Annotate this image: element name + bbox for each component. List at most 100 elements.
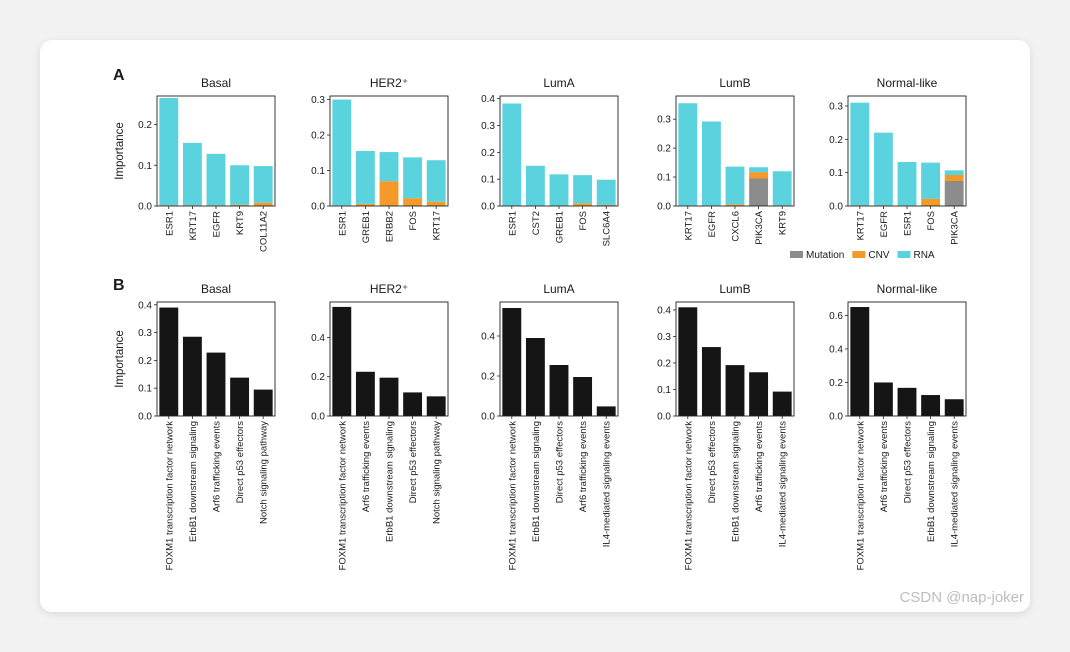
bar-cnv [426,201,446,206]
chart-title: Basal [201,76,231,90]
bar-rna [379,152,399,182]
chart-title: LumB [719,76,750,90]
plot-frame [847,95,967,207]
y-tick-label: 0.0 [829,412,843,423]
x-tick-label: ErbB1 downstream signaling [188,421,199,542]
bar [403,392,423,416]
plot-frame [675,95,795,207]
x-tick-label: FOXM1 transcription factor network [683,421,694,571]
figure-card: A B Basal Importance ESR1 KRT17 EGFR KRT9 COL1… [40,40,1030,612]
y-tick-label: 0.0 [311,412,325,423]
bar [921,395,941,416]
bar-rna [596,179,616,205]
bar-rna [749,167,769,173]
y-tick-label: 0.2 [138,120,152,131]
bar-rna [230,165,250,205]
y-tick-label: 0.3 [657,332,671,343]
x-tick-label: Notch signaling pathway [259,421,270,524]
x-tick-label: Arf6 trafficking events [879,421,890,512]
x-tick-label: KRT17 [188,211,199,240]
chart-a-4: LumB KRT17 EGFR CXCL6 PIK3CA KRT9 0.0 0.1 0.2 0.3 [657,76,795,245]
bar [678,307,698,416]
y-tick-label: 0.4 [829,344,843,355]
y-tick-label: 0.1 [657,173,671,184]
bar [379,377,399,416]
chart-b-3: LumA FOXM1 transcription factor network Er… [481,282,619,571]
chart-b-1: Basal Importance FOXM1 transcription facto… [114,282,276,570]
charts-group: Basal Importance ESR1 KRT17 EGFR KRT9 COL11A2 0… [114,76,967,571]
x-tick-label: SLC6A4 [602,211,613,246]
y-axis-label: Importance [114,330,126,388]
plot-frame [499,95,619,207]
plot-frame [329,95,449,207]
plot-frame [156,301,276,417]
y-tick-label: 0.0 [138,202,152,213]
legend-swatch-mutation [790,251,803,258]
x-tick-label: ErbB1 downstream signaling [385,421,396,542]
chart-a-2: HER2⁺ ESR1 GREB1 ERBB2 FOS KRT17 0.0 0.1 0.2 0.3 [311,76,449,243]
chart-title: LumB [719,282,750,296]
y-tick-label: 0.2 [829,378,843,389]
bar-cnv [921,198,941,206]
legend-label-mutation: Mutation [806,250,844,261]
x-tick-label: EGFR [212,211,223,238]
plot-frame [847,301,967,417]
y-tick-label: 0.3 [481,121,495,132]
bar [897,387,917,416]
x-tick-label: Direct p53 effectors [707,421,718,503]
bar-cnv [379,181,399,206]
x-tick-label: ErbB1 downstream signaling [731,421,742,542]
bar [332,306,352,416]
y-tick-label: 0.2 [138,356,152,367]
bar-cnv [253,202,273,206]
x-tick-label: KRT9 [235,211,246,235]
x-tick-label: GREB1 [361,211,372,243]
bar [850,307,870,416]
x-tick-label: CXCL6 [731,211,742,242]
chart-title: HER2⁺ [370,76,408,90]
bar-mutation [944,181,964,206]
legend-label-cnv: CNV [868,250,889,261]
y-tick-label: 0.3 [138,328,152,339]
x-tick-label: Direct p53 effectors [555,421,566,503]
panel-label-b: B [113,277,125,294]
y-tick-label: 0.2 [657,144,671,155]
x-tick-label: Notch signaling pathway [432,421,443,524]
y-tick-label: 0.0 [829,202,843,213]
watermark: CSDN @nap-joker [899,589,1024,606]
y-tick-label: 0.1 [138,384,152,395]
y-tick-label: 0.3 [657,115,671,126]
plot-frame [675,301,795,417]
x-tick-label: Arf6 trafficking events [212,421,223,512]
bar [159,307,179,416]
bar-rna [525,165,545,206]
bar-rna [549,174,569,206]
x-tick-label: ESR1 [337,211,348,236]
x-tick-label: Direct p53 effectors [903,421,914,503]
x-tick-label: FOXM1 transcription factor network [507,421,518,571]
bar-rna [206,153,226,206]
y-tick-label: 0.0 [657,202,671,213]
x-tick-label: ErbB1 downstream signaling [926,421,937,542]
x-tick-label: Direct p53 effectors [408,421,419,503]
bar-rna [403,157,423,199]
x-tick-label: EGFR [879,211,890,238]
bar [549,365,569,416]
bar-mutation [749,178,769,206]
y-tick-label: 0.3 [311,95,325,106]
y-tick-label: 0.2 [481,148,495,159]
x-tick-label: FOS [578,211,589,231]
bar [502,308,522,416]
y-tick-label: 0.4 [311,333,325,344]
bar-cnv [749,172,769,179]
y-axis-label: Importance [114,122,126,180]
chart-b-4: LumB FOXM1 transcription factor network Di… [657,282,795,571]
y-tick-label: 0.0 [657,412,671,423]
x-tick-label: FOXM1 transcription factor network [855,421,866,571]
bar [596,406,616,416]
x-tick-label: FOS [408,211,419,231]
x-tick-label: COL11A2 [259,211,270,252]
bar-cnv [596,204,616,206]
bar-rna [332,99,352,206]
chart-title: HER2⁺ [370,282,408,296]
